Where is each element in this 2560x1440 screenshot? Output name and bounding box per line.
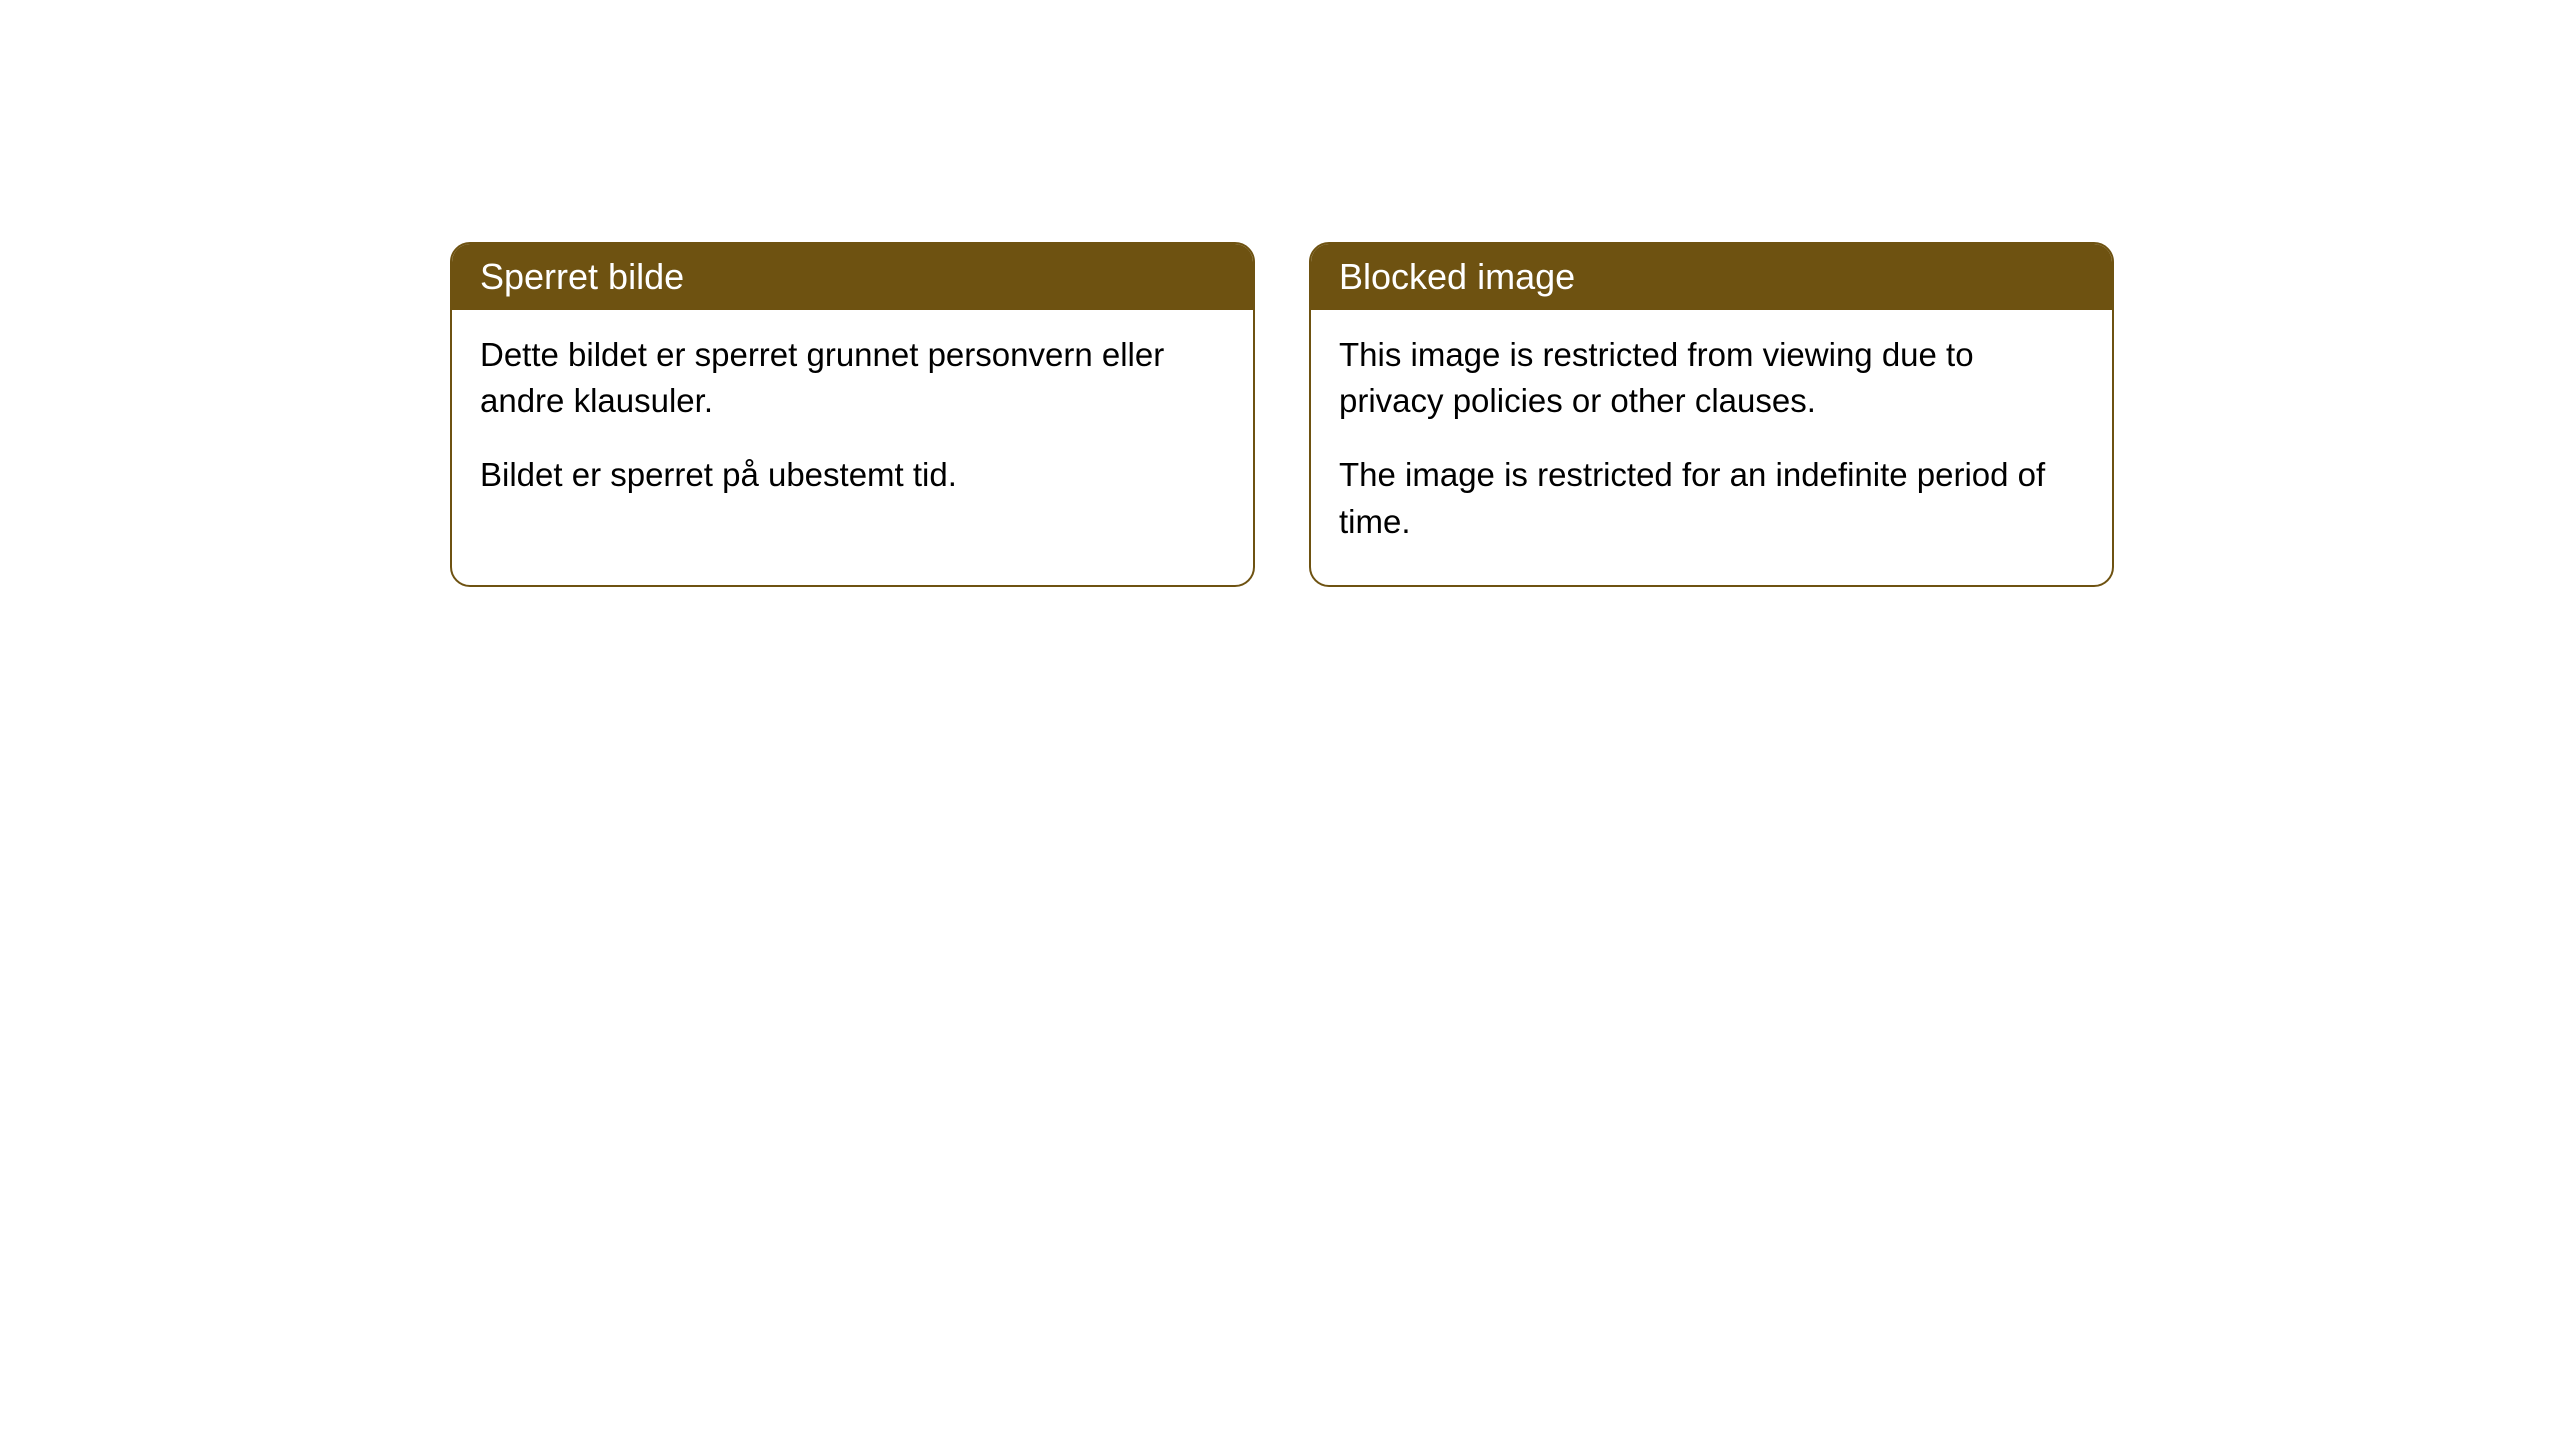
blocked-image-card-norwegian: Sperret bilde Dette bildet er sperret gr…	[450, 242, 1255, 587]
card-header-english: Blocked image	[1311, 244, 2112, 310]
blocked-image-card-english: Blocked image This image is restricted f…	[1309, 242, 2114, 587]
card-header-norwegian: Sperret bilde	[452, 244, 1253, 310]
card-body-norwegian: Dette bildet er sperret grunnet personve…	[452, 310, 1253, 539]
card-paragraph: Dette bildet er sperret grunnet personve…	[480, 332, 1225, 424]
card-paragraph: This image is restricted from viewing du…	[1339, 332, 2084, 424]
card-paragraph: Bildet er sperret på ubestemt tid.	[480, 452, 1225, 498]
card-title: Blocked image	[1339, 256, 1575, 297]
card-title: Sperret bilde	[480, 256, 684, 297]
card-body-english: This image is restricted from viewing du…	[1311, 310, 2112, 585]
card-paragraph: The image is restricted for an indefinit…	[1339, 452, 2084, 544]
notice-cards-container: Sperret bilde Dette bildet er sperret gr…	[450, 242, 2114, 587]
